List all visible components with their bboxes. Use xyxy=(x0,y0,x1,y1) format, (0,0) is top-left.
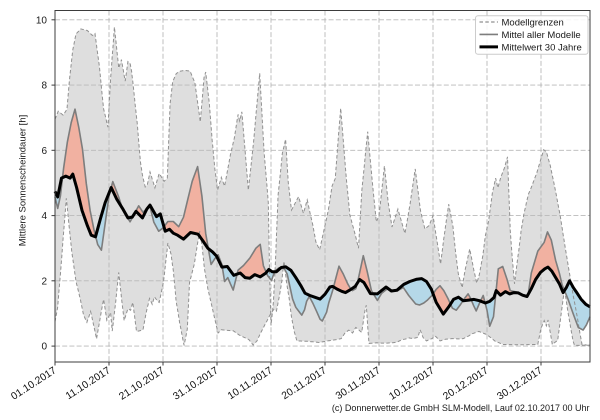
svg-text:0: 0 xyxy=(41,342,47,353)
svg-text:8: 8 xyxy=(41,81,47,92)
svg-text:(c) Donnerwetter.de GmbH SLM-M: (c) Donnerwetter.de GmbH SLM-Modell, Lau… xyxy=(332,403,590,413)
svg-text:6: 6 xyxy=(41,146,47,157)
svg-text:Mittel aller Modelle: Mittel aller Modelle xyxy=(502,30,581,41)
svg-text:10: 10 xyxy=(36,15,48,26)
svg-text:Mittelwert 30 Jahre: Mittelwert 30 Jahre xyxy=(502,42,582,53)
svg-text:Modellgrenzen: Modellgrenzen xyxy=(502,17,564,28)
svg-text:2: 2 xyxy=(41,276,47,287)
svg-text:Mittlere Sonnenscheindauer [h]: Mittlere Sonnenscheindauer [h] xyxy=(18,115,29,247)
svg-text:4: 4 xyxy=(41,211,47,222)
